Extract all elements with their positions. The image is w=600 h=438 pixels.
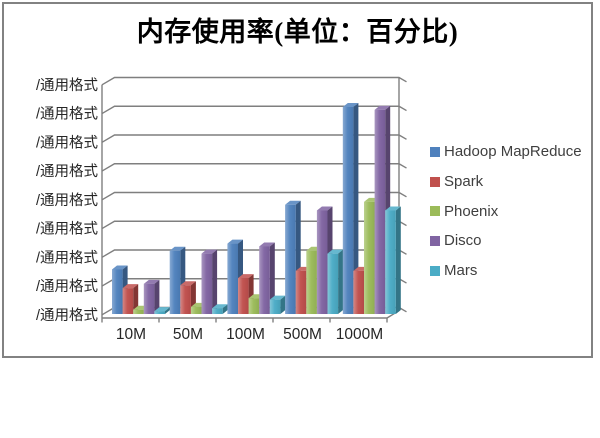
legend-swatch-icon: [430, 206, 440, 217]
y-axis-tick-label: /通用格式: [36, 221, 99, 238]
legend-label: Hadoop MapReduce: [444, 143, 582, 161]
gridlines: [101, 76, 407, 323]
bar-mars-500M: [327, 249, 344, 314]
y-axis-tick-label: /通用格式: [36, 77, 99, 94]
chart-legend: Hadoop MapReduce Spark Phoenix Disco Mars: [430, 137, 582, 285]
y-axis-tick-label: /通用格式: [36, 307, 99, 324]
bar-disco-10M: [143, 279, 160, 314]
x-axis-label-50m: 50M: [173, 326, 203, 343]
bar-mars-10M: [154, 307, 170, 314]
bar-disco-100M: [259, 242, 275, 314]
x-axis-label-10m: 10M: [116, 326, 146, 343]
legend-item-disco: Disco: [430, 226, 582, 256]
x-axis-label-1000m: 1000M: [336, 326, 383, 343]
x-axis-labels: 10M 50M 100M 500M 1000M: [116, 326, 383, 343]
legend-label: Mars: [444, 262, 478, 280]
legend-item-mars: Mars: [430, 256, 582, 286]
bar-mars-50M: [212, 304, 228, 314]
legend-swatch-icon: [430, 265, 440, 276]
bars: [112, 103, 401, 314]
y-axis-tick-label: /通用格式: [36, 134, 99, 151]
bar-spark-10M: [122, 284, 139, 314]
y-axis-tick-label: /通用格式: [36, 278, 99, 295]
legend-swatch-icon: [430, 176, 440, 187]
x-axis-label-100m: 100M: [226, 326, 265, 343]
chart-title: 内存使用率(单位：百分比): [136, 17, 459, 47]
bar-mars-100M: [269, 295, 286, 314]
legend-item-spark: Spark: [430, 167, 582, 197]
legend-label: Spark: [444, 173, 484, 191]
bar-hadoop-mapreduce-1000M: [342, 103, 359, 314]
legend-swatch-icon: [430, 235, 440, 246]
legend-label: Disco: [444, 232, 482, 250]
y-axis-tick-label: /通用格式: [36, 163, 99, 180]
legend-item-hadoop-mapreduce: Hadoop MapReduce: [430, 137, 582, 167]
legend-swatch-icon: [430, 146, 440, 157]
y-axis-tick-label: /通用格式: [36, 249, 99, 266]
bar-disco-50M: [201, 249, 218, 314]
x-axis-label-500m: 500M: [283, 326, 322, 343]
y-axis-tick-label: /通用格式: [36, 192, 99, 209]
legend-label: Phoenix: [444, 202, 499, 220]
legend-item-phoenix: Phoenix: [430, 196, 582, 226]
y-axis-tick-labels: /通用格式/通用格式/通用格式/通用格式/通用格式/通用格式/通用格式/通用格式…: [36, 77, 99, 324]
y-axis-tick-label: /通用格式: [36, 106, 99, 123]
bar-mars-1000M: [385, 206, 401, 314]
